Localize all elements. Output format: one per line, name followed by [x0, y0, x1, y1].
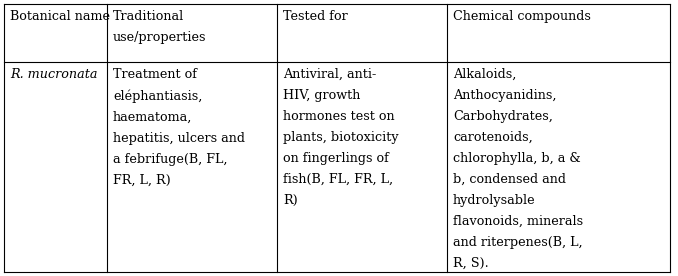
Text: Tested for: Tested for: [283, 10, 348, 23]
Text: Antiviral, anti-
HIV, growth
hormones test on
plants, biotoxicity
on fingerlings: Antiviral, anti- HIV, growth hormones te…: [283, 68, 399, 207]
Text: R. mucronata: R. mucronata: [10, 68, 98, 81]
Text: Treatment of
eléphantiasis,
haematoma,
hepatitis, ulcers and
a febrifuge(B, FL,
: Treatment of eléphantiasis, haematoma, h…: [113, 68, 245, 187]
Text: Chemical compounds: Chemical compounds: [453, 10, 591, 23]
Text: Alkaloids,
Anthocyanidins,
Carbohydrates,
carotenoids,
chlorophylla, b, a &
b, c: Alkaloids, Anthocyanidins, Carbohydrates…: [453, 68, 583, 270]
Text: Traditional
use/properties: Traditional use/properties: [113, 10, 207, 44]
Text: Botanical name: Botanical name: [10, 10, 110, 23]
